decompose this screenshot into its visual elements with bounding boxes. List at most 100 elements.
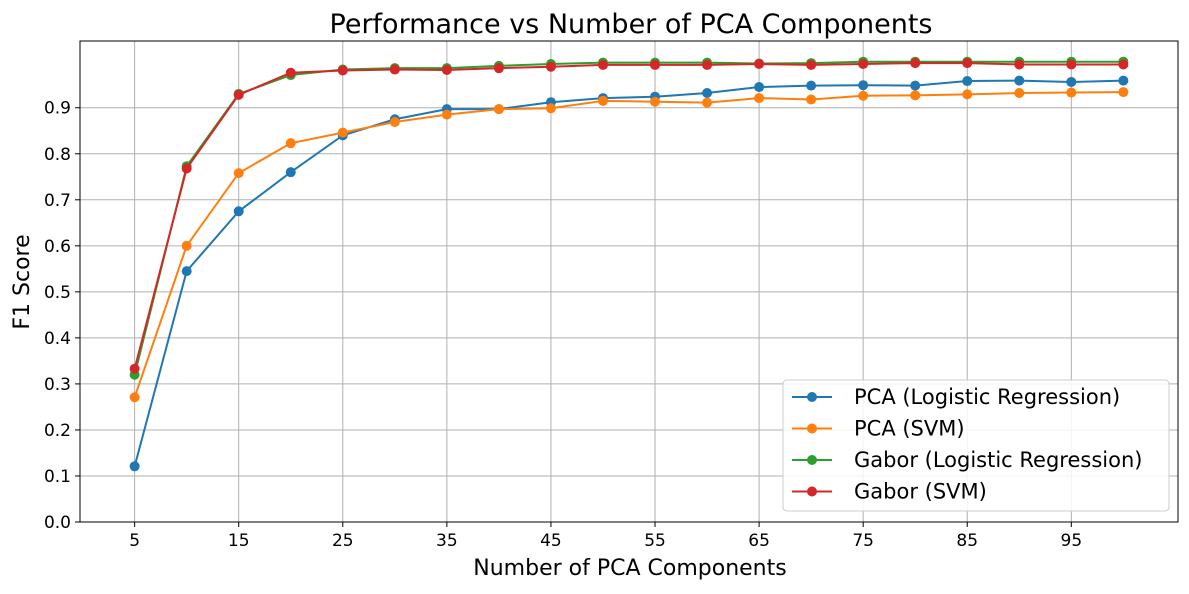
data-point (754, 93, 765, 104)
data-point (545, 103, 556, 114)
x-axis-label: Number of PCA Components (473, 556, 786, 581)
legend-marker (807, 486, 817, 497)
data-point (1014, 59, 1025, 70)
y-tick-label: 0.3 (44, 375, 71, 395)
legend-label: Gabor (Logistic Regression) (854, 448, 1142, 472)
data-point (493, 104, 504, 115)
legend: PCA (Logistic Regression) PCA (SVM) Gabor … (782, 379, 1170, 512)
data-point (1014, 75, 1025, 86)
data-point (233, 168, 244, 179)
x-tick-label: 85 (956, 531, 978, 551)
x-tick-label: 65 (748, 531, 770, 551)
data-point (233, 206, 244, 217)
data-point (1118, 75, 1129, 86)
x-tick-label: 35 (436, 531, 458, 551)
data-point (702, 88, 713, 99)
x-tick-label: 75 (852, 531, 874, 551)
series-line (133, 60, 1124, 375)
series-layer (129, 56, 1129, 472)
x-tick-label: 25 (332, 531, 354, 551)
y-tick-label: 0.4 (44, 329, 71, 349)
data-point (389, 117, 400, 128)
data-point (1066, 87, 1077, 98)
x-tick-label: 55 (644, 531, 666, 551)
data-point (493, 63, 504, 74)
data-point (129, 392, 140, 403)
x-tick-label: 5 (129, 531, 140, 551)
data-point (910, 58, 921, 69)
y-tick-label: 0.1 (44, 467, 71, 487)
data-point (441, 109, 452, 120)
data-point (285, 67, 296, 78)
data-point (1066, 59, 1077, 70)
data-point (285, 167, 296, 178)
series-line (133, 62, 1124, 369)
legend-item: PCA (Logistic Regression) (792, 385, 1120, 409)
legend-label: PCA (SVM) (854, 417, 965, 441)
data-point (337, 65, 348, 76)
data-point (1066, 76, 1077, 87)
data-point (389, 64, 400, 75)
data-point (754, 82, 765, 93)
data-point (806, 94, 817, 105)
data-point (441, 64, 452, 75)
data-point (910, 90, 921, 101)
legend-marker (807, 423, 817, 434)
x-tick-label: 15 (228, 531, 250, 551)
data-point (962, 89, 973, 100)
data-point (1118, 87, 1129, 98)
legend-item: Gabor (Logistic Regression) (792, 448, 1142, 472)
data-point (962, 76, 973, 87)
series-line (133, 79, 1124, 467)
plot-frame (79, 40, 1179, 523)
data-point (1014, 88, 1025, 99)
legend-item: Gabor (SVM) (792, 480, 987, 504)
chart-title: Performance vs Number of PCA Components (330, 9, 933, 40)
y-tick-label: 0.6 (44, 237, 71, 257)
data-point (962, 58, 973, 69)
data-point (702, 97, 713, 108)
data-point (285, 138, 296, 149)
legend-box (782, 379, 1170, 512)
x-tick-label: 95 (1061, 531, 1083, 551)
data-point (1118, 59, 1129, 70)
y-tick-label: 0.7 (44, 191, 71, 211)
y-tick-label: 0.9 (44, 99, 71, 119)
y-tick-label: 0.5 (44, 283, 71, 303)
legend-marker (807, 392, 817, 402)
data-point (858, 90, 869, 101)
data-point (650, 96, 661, 107)
legend-label: PCA (Logistic Regression) (854, 385, 1120, 409)
data-point (597, 95, 608, 106)
x-tick-label: 45 (540, 531, 562, 551)
data-point (337, 127, 348, 138)
data-point (858, 59, 869, 70)
axis-layer: 5 15 25 35 45 55 65 75 85 95 0.0 0.1 0.2 0.3 0.4 0.5 0.6… (44, 99, 1082, 551)
data-point (233, 89, 244, 100)
data-point (597, 59, 608, 70)
data-point (650, 59, 661, 70)
y-tick-label: 0.2 (44, 421, 71, 441)
data-point (545, 61, 556, 72)
data-point (129, 363, 140, 374)
data-point (181, 266, 192, 277)
data-point (806, 80, 817, 91)
y-axis-label: F1 Score (10, 234, 35, 329)
data-point (858, 80, 869, 91)
legend-item: PCA (SVM) (792, 417, 965, 441)
data-point (702, 59, 713, 70)
y-tick-label: 0.8 (44, 145, 71, 165)
series-2 (129, 87, 1129, 403)
data-point (181, 163, 192, 174)
data-point (806, 59, 817, 70)
data-point (129, 461, 140, 472)
legend-marker (807, 455, 817, 465)
legend-label: Gabor (SVM) (854, 480, 987, 504)
series-line (133, 91, 1124, 398)
y-tick-label: 0.0 (44, 513, 71, 533)
data-point (181, 240, 192, 251)
data-point (910, 80, 921, 91)
data-point (754, 59, 765, 70)
